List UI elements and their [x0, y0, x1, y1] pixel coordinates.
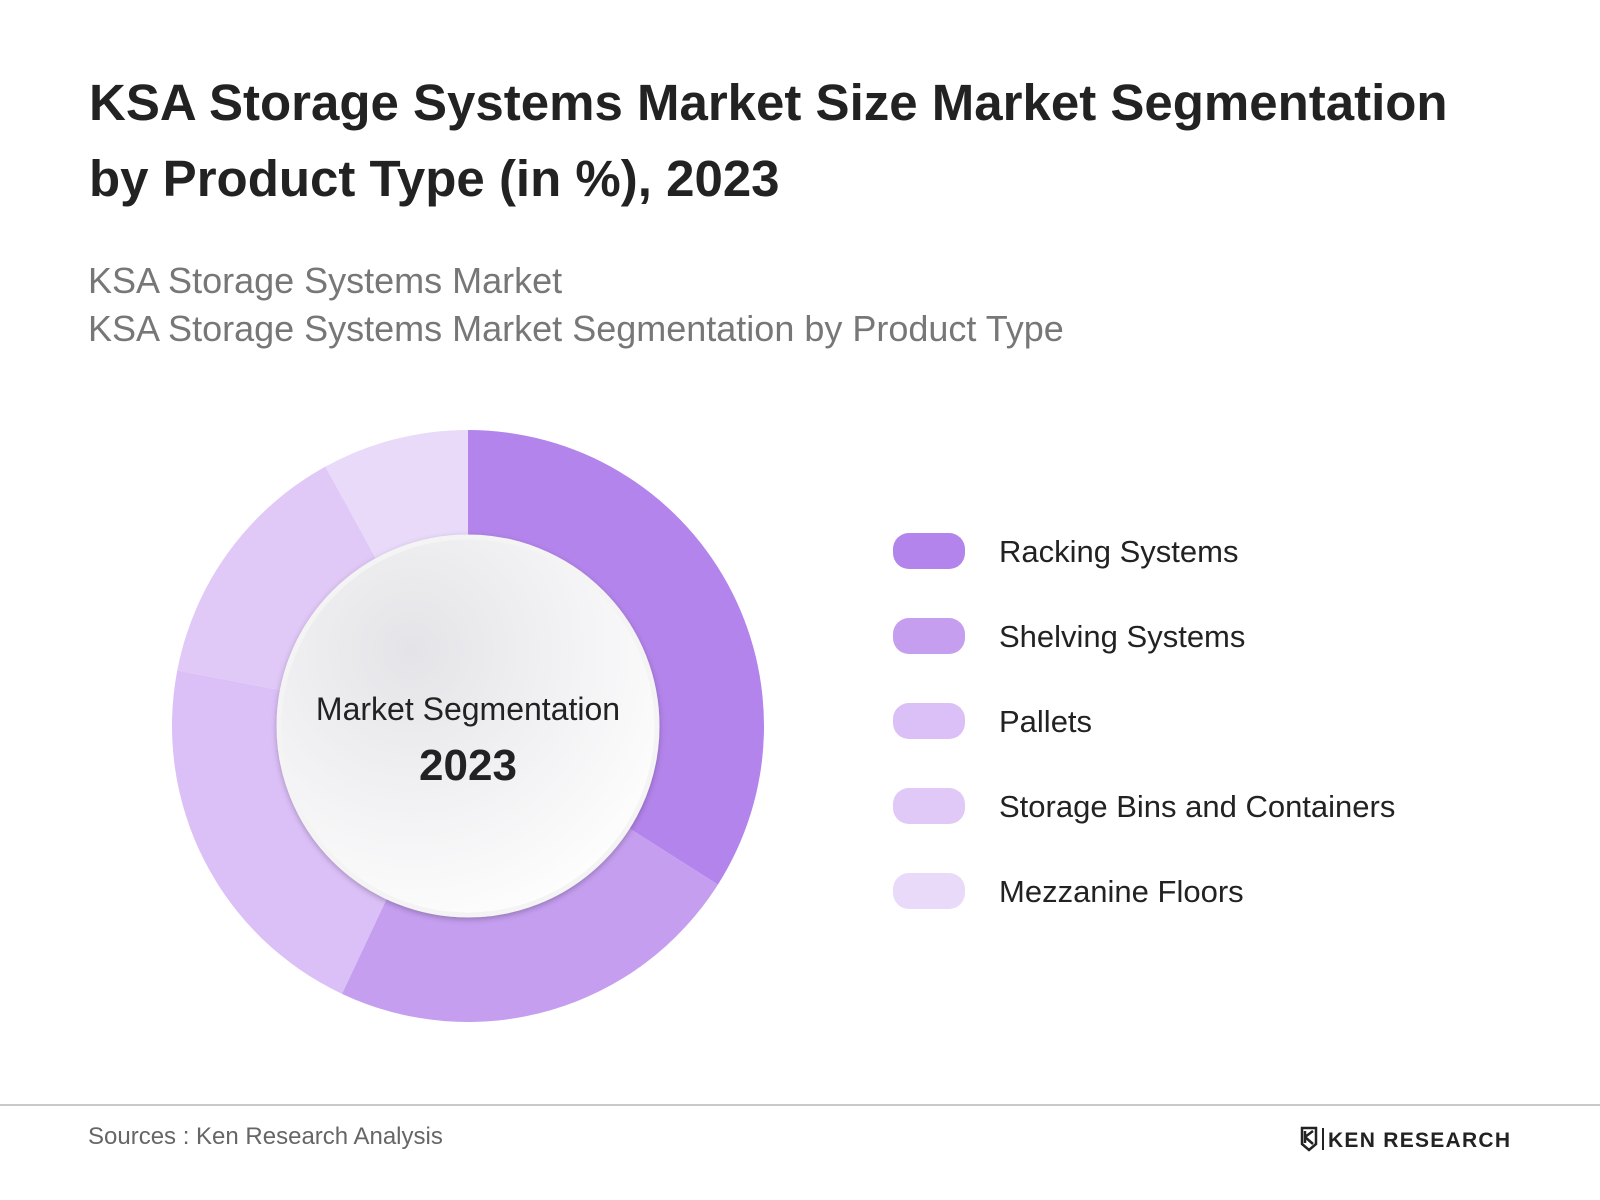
- legend-swatch: [893, 533, 965, 569]
- chart-title: by Product Type (in %), 2023: [89, 150, 780, 207]
- legend-swatch: [893, 703, 965, 739]
- center-label: Market Segmentation: [316, 691, 620, 727]
- source-note: Sources : Ken Research Analysis: [88, 1123, 443, 1150]
- legend-label: Racking Systems: [999, 534, 1238, 569]
- logo-text: KEN RESEARCH: [1328, 1129, 1510, 1152]
- legend-label: Storage Bins and Containers: [999, 789, 1395, 824]
- legend-label: Mezzanine Floors: [999, 874, 1244, 909]
- logo-icon: [1300, 1126, 1318, 1152]
- legend-swatch: [893, 788, 965, 824]
- chart-subtitle: KSA Storage Systems Market Segmentation …: [88, 308, 1064, 349]
- donut-hole: [276, 534, 660, 918]
- chart-subtitle: KSA Storage Systems Market: [88, 260, 562, 301]
- chart-title: KSA Storage Systems Market Size Market S…: [89, 74, 1448, 131]
- legend-label: Pallets: [999, 704, 1092, 739]
- center-year: 2023: [419, 741, 517, 790]
- legend-swatch: [893, 873, 965, 909]
- legend-label: Shelving Systems: [999, 619, 1245, 654]
- legend-swatch: [893, 618, 965, 654]
